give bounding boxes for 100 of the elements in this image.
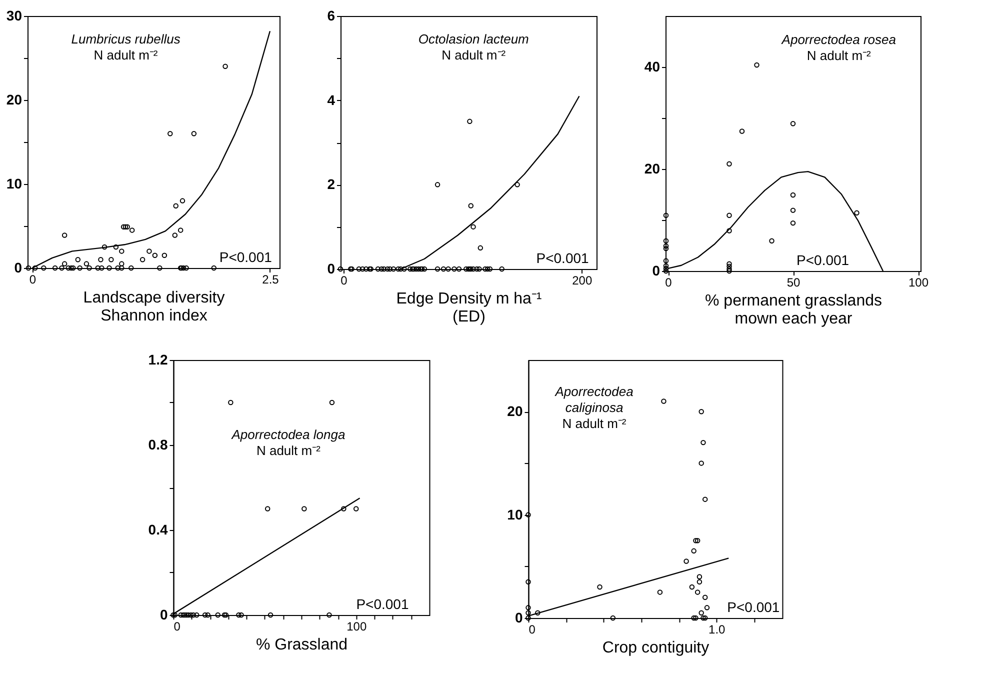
point xyxy=(693,615,698,621)
point xyxy=(140,256,146,262)
point xyxy=(726,228,732,234)
point xyxy=(694,538,700,544)
point xyxy=(434,266,440,272)
point xyxy=(434,182,440,188)
point xyxy=(62,232,68,238)
point xyxy=(663,246,669,252)
point xyxy=(526,512,531,518)
point xyxy=(59,265,64,271)
point xyxy=(106,265,112,271)
point xyxy=(211,265,216,271)
point xyxy=(693,538,698,544)
x-tick-label: 200 xyxy=(572,274,592,288)
annotation: P<0.001 xyxy=(356,596,409,612)
point xyxy=(66,265,72,271)
point xyxy=(115,265,120,271)
y-tick-label: 0 xyxy=(327,260,336,276)
y-tick-label: 4 xyxy=(327,92,336,108)
point xyxy=(663,238,669,244)
annotation: N adult m⁻² xyxy=(94,48,158,63)
point xyxy=(790,192,796,198)
point xyxy=(790,220,796,226)
point xyxy=(184,265,189,271)
point xyxy=(124,224,130,230)
y-tick-label: 10 xyxy=(6,176,22,192)
point xyxy=(180,198,186,204)
point xyxy=(122,224,128,230)
point xyxy=(84,261,90,266)
y-tick-label: 30 xyxy=(6,8,22,24)
point xyxy=(416,266,422,272)
point xyxy=(173,203,178,208)
point xyxy=(268,612,274,618)
point xyxy=(790,208,796,213)
point xyxy=(338,266,344,272)
x-tick-label: 50 xyxy=(786,276,800,290)
point xyxy=(610,615,616,621)
annotation: Lumbricus rubellus xyxy=(71,32,181,47)
point xyxy=(854,210,860,216)
x-tick-label: 0 xyxy=(340,274,348,288)
point xyxy=(128,265,134,271)
point xyxy=(476,266,482,272)
point xyxy=(215,612,220,618)
point xyxy=(108,256,114,262)
point xyxy=(99,265,104,271)
point xyxy=(302,506,307,512)
point xyxy=(726,161,732,167)
y-tick-label: 0 xyxy=(14,260,22,276)
point xyxy=(698,408,704,414)
point xyxy=(384,266,390,272)
point xyxy=(478,245,484,251)
annotation: N adult m⁻² xyxy=(442,48,506,63)
x-axis-title: Edge Density m ha⁻¹ (ED) xyxy=(396,290,542,326)
x-tick-label: 0 xyxy=(665,276,672,290)
point xyxy=(162,252,168,258)
point xyxy=(696,579,702,584)
point xyxy=(484,266,490,272)
point xyxy=(188,612,194,618)
point xyxy=(102,244,108,250)
point xyxy=(326,612,332,618)
point xyxy=(152,252,158,258)
point xyxy=(463,266,469,272)
point xyxy=(691,615,696,621)
point xyxy=(378,266,384,272)
point xyxy=(113,244,119,250)
point xyxy=(726,264,732,270)
point xyxy=(194,612,200,618)
point xyxy=(456,266,462,272)
point xyxy=(726,261,732,266)
point xyxy=(381,266,387,272)
point xyxy=(119,265,124,271)
point xyxy=(468,203,474,208)
point xyxy=(120,224,126,230)
y-tick-label: 20 xyxy=(507,403,523,420)
y-tick-label: 2 xyxy=(327,176,336,192)
point xyxy=(467,118,472,124)
annotation: caliginosa xyxy=(565,400,624,415)
point xyxy=(698,610,704,616)
point xyxy=(129,228,135,233)
x-axis-title: Crop contiguity xyxy=(602,640,710,656)
y-tick-label: 6 xyxy=(327,8,336,24)
point xyxy=(526,605,531,610)
x-axis-title: % Grassland xyxy=(256,636,348,654)
point xyxy=(52,265,58,271)
point xyxy=(375,266,381,272)
point xyxy=(202,612,208,618)
point xyxy=(238,612,244,618)
annotation: P<0.001 xyxy=(536,250,590,266)
point xyxy=(77,265,82,271)
y-tick-label: 0 xyxy=(160,606,168,622)
annotation: P<0.001 xyxy=(727,599,780,615)
point xyxy=(236,612,242,618)
point xyxy=(95,265,100,271)
point xyxy=(702,594,708,600)
point xyxy=(402,266,407,272)
point xyxy=(408,266,413,272)
point xyxy=(702,496,708,502)
y-tick-label: 0.4 xyxy=(148,522,168,538)
x-tick-label: 0 xyxy=(29,272,36,286)
point xyxy=(363,266,369,272)
